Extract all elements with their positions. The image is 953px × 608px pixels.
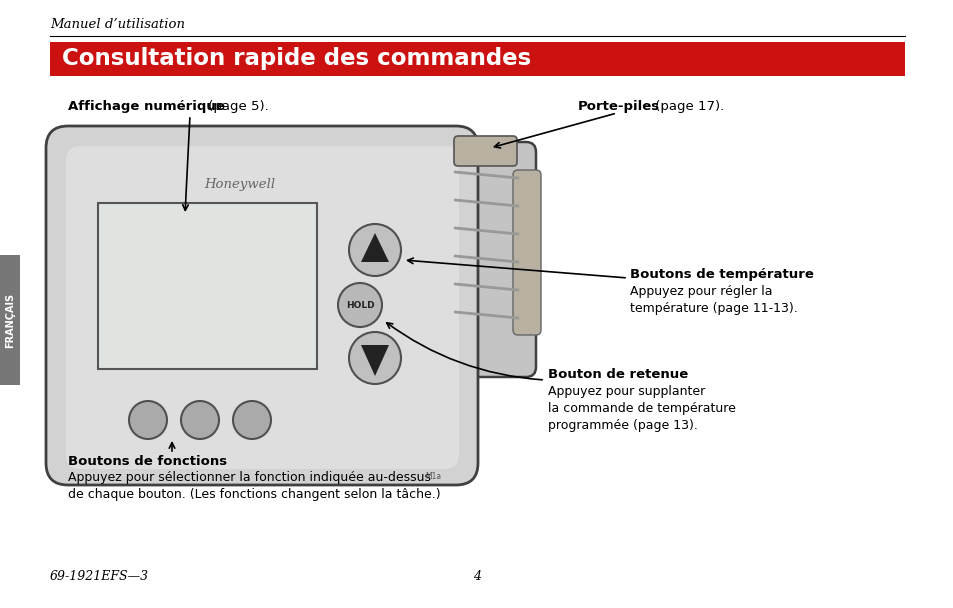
Text: Appuyez pour supplanter
la commande de température
programmée (page 13).: Appuyez pour supplanter la commande de t… (547, 385, 735, 432)
Text: Manuel d’utilisation: Manuel d’utilisation (50, 18, 185, 31)
Text: Honeywell: Honeywell (204, 178, 275, 191)
Bar (0, 255, 20, 385)
Text: Appuyez pour sélectionner la fonction indiquée au-dessus
de chaque bouton. (Les : Appuyez pour sélectionner la fonction in… (68, 471, 440, 501)
Bar (50, 42, 904, 76)
Text: Consultation rapide des commandes: Consultation rapide des commandes (62, 47, 531, 71)
Text: 4: 4 (473, 570, 480, 582)
Circle shape (349, 332, 400, 384)
Text: 69-1921EFS—3: 69-1921EFS—3 (50, 570, 149, 582)
FancyBboxPatch shape (513, 170, 540, 335)
Text: HOLD: HOLD (345, 300, 374, 309)
Text: (page 5).: (page 5). (204, 100, 269, 113)
Text: Affichage numérique: Affichage numérique (68, 100, 225, 113)
Circle shape (129, 401, 167, 439)
Text: Bouton de retenue: Bouton de retenue (547, 368, 687, 381)
Text: FRANÇAIS: FRANÇAIS (5, 292, 15, 348)
FancyBboxPatch shape (66, 146, 458, 469)
Text: (page 17).: (page 17). (650, 100, 723, 113)
Text: M1a: M1a (424, 472, 440, 481)
FancyBboxPatch shape (98, 203, 316, 369)
Text: Appuyez pour régler la
température (page 11-13).: Appuyez pour régler la température (page… (629, 285, 797, 315)
Circle shape (349, 224, 400, 276)
Text: Boutons de température: Boutons de température (629, 268, 813, 281)
FancyBboxPatch shape (46, 126, 477, 485)
Circle shape (337, 283, 381, 327)
Polygon shape (360, 345, 389, 376)
Circle shape (233, 401, 271, 439)
Text: Boutons de fonctions: Boutons de fonctions (68, 455, 227, 468)
FancyBboxPatch shape (437, 142, 536, 377)
FancyBboxPatch shape (454, 136, 517, 166)
Polygon shape (360, 233, 389, 262)
Circle shape (181, 401, 219, 439)
Text: Porte-piles: Porte-piles (578, 100, 659, 113)
